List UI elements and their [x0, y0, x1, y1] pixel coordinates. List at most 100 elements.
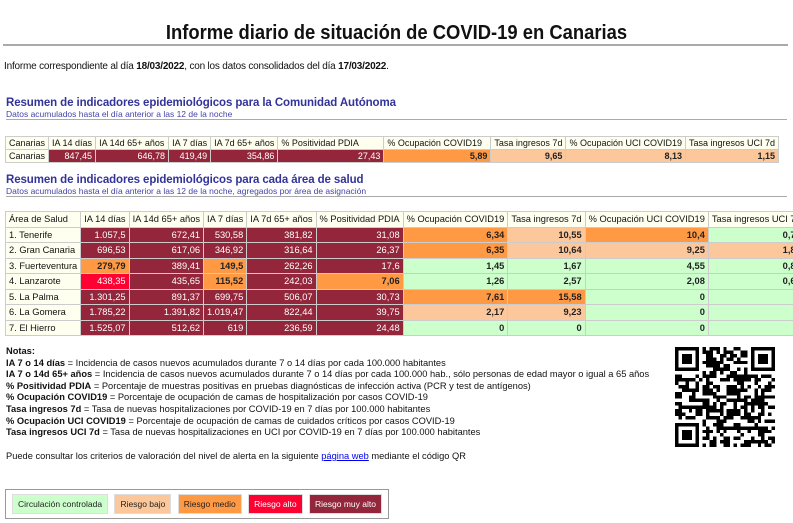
report-date: 18/03/2022 — [136, 61, 185, 72]
value-cell: 0 — [507, 319, 586, 336]
column-header: % Ocupación COVID19 — [402, 211, 509, 228]
value-cell: 6,35 — [402, 242, 509, 259]
note-definition: = Incidencia de casos nuevos acumulados … — [92, 369, 650, 380]
column-header: % Ocupación COVID19 — [383, 136, 492, 150]
divider — [6, 119, 787, 120]
divider — [3, 44, 788, 46]
legend-item: Circulación controlada — [12, 494, 109, 514]
value-cell: 24,48 — [315, 319, 404, 336]
legend-item: Riesgo alto — [248, 494, 303, 514]
note-definition: = Incidencia de casos nuevos acumulados … — [65, 357, 446, 368]
value-cell: 0 — [584, 288, 709, 305]
value-cell: 2,57 — [507, 273, 586, 290]
value-cell: 435,65 — [128, 273, 205, 290]
value-cell: 2,17 — [402, 304, 509, 321]
value-cell: 1.057,5 — [80, 226, 130, 243]
column-header: % Positividad PDIA — [277, 136, 385, 150]
report-suffix: . — [386, 61, 389, 72]
value-cell: 9,23 — [507, 304, 586, 321]
value-cell: 279,79 — [80, 257, 130, 274]
column-header: IA 7 días — [168, 136, 212, 150]
row-name: Canarias — [4, 149, 50, 163]
value-cell: 236,59 — [246, 319, 317, 336]
value-cell: 1.301,25 — [80, 288, 130, 305]
value-cell: 10,4 — [584, 226, 709, 243]
value-cell: 1,45 — [402, 257, 509, 274]
value-cell: 696,53 — [80, 242, 130, 259]
note-item: % Ocupación UCI COVID19 = Porcentaje de … — [6, 416, 649, 428]
value-cell: 0 — [707, 288, 793, 305]
value-cell: 354,86 — [210, 149, 279, 163]
row-name: 6. La Gomera — [4, 304, 82, 321]
web-page-link[interactable]: página web — [321, 451, 369, 461]
table-row: 2. Gran Canaria 696,53 617,06 346,92 316,64 2… — [4, 242, 793, 259]
column-header: IA 7 días — [203, 211, 248, 228]
column-header: Tasa ingresos UCI 7d — [684, 136, 780, 150]
row-name: 5. La Palma — [4, 288, 82, 305]
value-cell: 8,13 — [565, 149, 686, 163]
table-row: 3. Fuerteventura 279,79 389,41 149,5 262,26 1… — [4, 257, 793, 274]
value-cell: 512,62 — [128, 319, 205, 336]
value-cell: 346,92 — [203, 242, 248, 259]
legend: Circulación controlada Riesgo bajo Riesgo … — [5, 489, 389, 519]
header-row: Canarias IA 14 días IA 14d 65+ años IA 7 dí… — [4, 136, 780, 150]
value-cell: 1.391,82 — [128, 304, 205, 321]
value-cell: 699,75 — [203, 288, 248, 305]
value-cell: 0 — [707, 319, 793, 336]
table-row: 1. Tenerife 1.057,5 672,41 530,58 381,82 31,0… — [4, 226, 793, 243]
note-term: % Positividad PDIA — [6, 380, 92, 391]
value-cell: 4,55 — [584, 257, 709, 274]
value-cell: 1.019,47 — [203, 304, 248, 321]
column-header: Tasa ingresos UCI 7d — [707, 211, 793, 228]
value-cell: 0,75 — [707, 226, 793, 243]
value-cell: 0 — [402, 319, 509, 336]
notes: Notas: IA 7 o 14 días = Incidencia de ca… — [6, 346, 649, 439]
community-table: Canarias IA 14 días IA 14d 65+ años IA 7 dí… — [4, 136, 780, 163]
value-cell: 10,55 — [507, 226, 586, 243]
value-cell: 0,64 — [707, 273, 793, 290]
note-definition: = Porcentaje de ocupación de camas de ho… — [107, 392, 428, 403]
table-row: Canarias 847,45 646,78 419,49 354,86 27,43 5,8… — [4, 149, 780, 163]
column-header: Canarias — [4, 136, 50, 150]
note-term: IA 7 o 14 días — [6, 357, 66, 368]
column-header: % Ocupación UCI COVID19 — [565, 136, 686, 150]
table-row: 6. La Gomera 1.785,22 1.391,82 1.019,47 822,… — [4, 304, 793, 321]
note-term: IA 7 o 14d 65+ años — [6, 369, 93, 380]
note-definition: = Porcentaje de muestras positivas en pr… — [91, 380, 531, 391]
value-cell: 27,43 — [277, 149, 385, 163]
note-item: IA 7 o 14 días = Incidencia de casos nue… — [6, 358, 649, 370]
value-cell: 822,44 — [246, 304, 317, 321]
value-cell: 891,37 — [128, 288, 205, 305]
section-heading: Resumen de indicadores epidemiológicos p… — [6, 174, 364, 186]
page-title: Informe diario de situación de COVID-19 … — [165, 22, 628, 44]
column-header: Tasa ingresos 7d — [507, 211, 586, 228]
note-item: % Ocupación COVID19 = Porcentaje de ocup… — [6, 392, 649, 404]
row-name: 1. Tenerife — [4, 226, 82, 243]
section-heading: Resumen de indicadores epidemiológicos p… — [6, 97, 396, 109]
value-cell: 39,75 — [315, 304, 404, 321]
table-row: 4. Lanzarote 438,35 435,65 115,52 242,03 7,06… — [4, 273, 793, 290]
divider — [6, 196, 787, 197]
value-cell: 5,89 — [383, 149, 492, 163]
note-item: IA 7 o 14d 65+ años = Incidencia de caso… — [6, 369, 649, 381]
value-cell: 381,82 — [246, 226, 317, 243]
value-cell: 115,52 — [203, 273, 248, 290]
column-header: IA 14 días — [48, 136, 97, 150]
data-date: 17/03/2022 — [338, 61, 387, 72]
value-cell: 438,35 — [80, 273, 130, 290]
qr-code-icon[interactable] — [675, 346, 775, 448]
value-cell: 672,41 — [128, 226, 205, 243]
value-cell: 262,26 — [246, 257, 317, 274]
consult-suffix: mediante el código QR — [368, 451, 466, 461]
column-header: IA 14 días — [80, 211, 130, 228]
notes-title: Notas: — [6, 346, 35, 356]
value-cell: 1.785,22 — [80, 304, 130, 321]
legend-item: Riesgo medio — [177, 494, 242, 514]
value-cell: 0 — [584, 304, 709, 321]
report-line: Informe correspondiente al día 18/03/202… — [4, 61, 389, 72]
value-cell: 9,65 — [490, 149, 567, 163]
note-definition: = Porcentaje de ocupación de camas de cu… — [125, 415, 455, 426]
value-cell: 7,61 — [402, 288, 509, 305]
consult-line: Puede consultar los criterios de valorac… — [6, 451, 466, 461]
section-areas: Resumen de indicadores epidemiológicos p… — [6, 174, 787, 197]
